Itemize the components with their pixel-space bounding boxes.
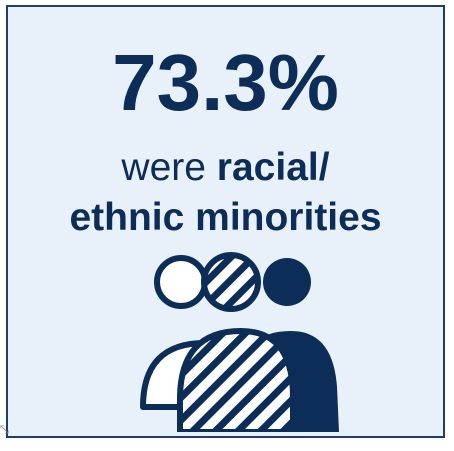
middle-person-body: [177, 328, 296, 435]
caption-bold-text-1: racial/: [216, 146, 330, 189]
caption-bold-text-2: ethnic minorities: [69, 196, 382, 239]
diverse-people-group-icon: [123, 247, 343, 435]
stat-card: 73.3% were racial/ ethnic minorities: [6, 5, 445, 438]
stat-caption: were racial/ ethnic minorities: [8, 143, 443, 243]
left-person-head: [154, 255, 208, 309]
caption-line-2: ethnic minorities: [8, 193, 443, 243]
stat-value: 73.3%: [112, 38, 339, 127]
corner-mark: ⤡: [0, 423, 9, 436]
middle-person-head: [201, 252, 261, 312]
caption-regular-text: were: [121, 146, 217, 189]
caption-line-1: were racial/: [8, 143, 443, 193]
right-person-head: [263, 258, 311, 306]
people-group-svg: [140, 252, 339, 435]
